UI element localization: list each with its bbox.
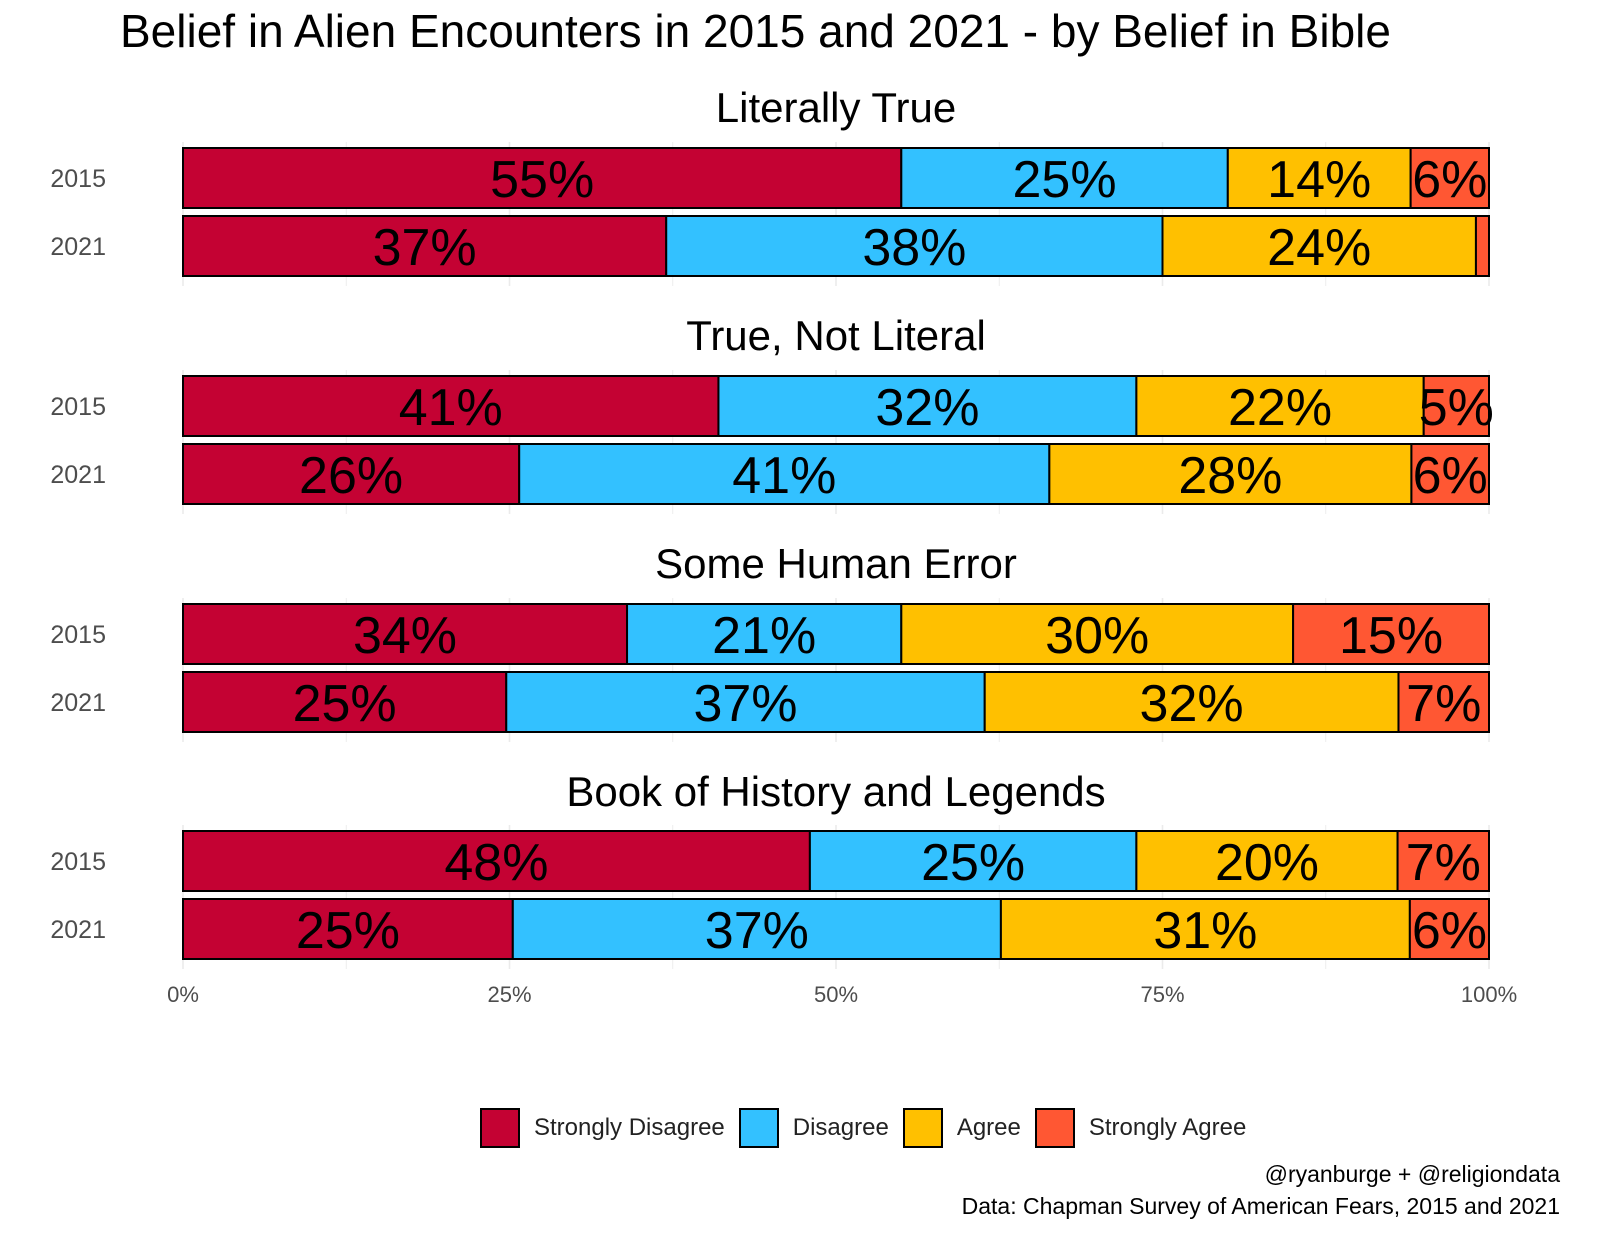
x-tick-label: 100%	[1461, 982, 1517, 1007]
facet-title: True, Not Literal	[686, 312, 986, 359]
bar-label: 6%	[1412, 902, 1487, 960]
bar-segment	[182, 375, 720, 437]
bar-segment	[1410, 443, 1491, 505]
bar-segment	[1474, 215, 1490, 277]
bar-label: 25%	[293, 675, 397, 733]
x-tick-label: 25%	[487, 982, 531, 1007]
bar-label: 25%	[1013, 151, 1117, 209]
bar-label: 6%	[1413, 447, 1488, 505]
bar-segment	[1422, 375, 1490, 437]
bar-segment	[1396, 830, 1490, 892]
bar-label: 6%	[1412, 151, 1487, 209]
bar-label: 28%	[1178, 447, 1282, 505]
bar-label: 14%	[1267, 151, 1371, 209]
bar-label: 31%	[1153, 902, 1257, 960]
bar-segment	[1397, 671, 1490, 733]
bar-label: 37%	[705, 902, 809, 960]
legend: Strongly Disagree Disagree Agree Strongl…	[480, 1108, 1260, 1148]
year-label: 2021	[50, 461, 106, 489]
facet-title: Literally True	[716, 84, 956, 131]
bar-label: 34%	[353, 607, 457, 665]
legend-swatch-agree	[902, 1108, 943, 1148]
year-label: 2015	[50, 165, 106, 193]
bar-segment	[1135, 830, 1399, 892]
bar-segment	[1161, 215, 1477, 277]
bar-segment	[808, 830, 1138, 892]
legend-label-agree: Agree	[956, 1114, 1021, 1141]
year-label: 2021	[50, 233, 106, 261]
bar-segment	[900, 603, 1295, 665]
year-label: 2021	[50, 916, 106, 944]
chart-title: Belief in Alien Encounters in 2015 and 2…	[120, 5, 1391, 57]
bar-label: 7%	[1406, 675, 1481, 733]
legend-item-strongly-disagree: Strongly Disagree	[480, 1108, 725, 1148]
legend-item-disagree: Disagree	[738, 1108, 889, 1148]
bar-segment	[1226, 147, 1412, 209]
bar-segment	[182, 147, 903, 209]
caption: @ryanburge + @religiondata Data: Chapman…	[962, 1158, 1560, 1222]
bar-label: 48%	[444, 834, 548, 892]
bar-segment	[983, 671, 1400, 733]
bar-label: 15%	[1339, 607, 1443, 665]
bar-segment	[518, 443, 1051, 505]
bar-segment	[717, 375, 1138, 437]
bar-label: 32%	[1140, 675, 1244, 733]
bar-segment	[182, 671, 508, 733]
legend-item-strongly-agree: Strongly Agree	[1034, 1108, 1247, 1148]
bar-label: 38%	[862, 219, 966, 277]
bar-label: 25%	[296, 902, 400, 960]
bar-label: 21%	[712, 607, 816, 665]
caption-credit: @ryanburge + @religiondata	[1264, 1161, 1560, 1187]
legend-label-strongly-disagree: Strongly Disagree	[534, 1114, 725, 1141]
legend-swatch-strongly-disagree	[480, 1108, 520, 1148]
year-label: 2021	[50, 689, 106, 717]
legend-label-disagree: Disagree	[792, 1114, 889, 1141]
bar-segment	[1409, 147, 1491, 209]
bar-label: 7%	[1406, 834, 1481, 892]
bar-label: 37%	[693, 675, 797, 733]
legend-label-strongly-agree: Strongly Agree	[1088, 1114, 1247, 1141]
bar-segment	[1135, 375, 1425, 437]
legend-swatch-strongly-agree	[1034, 1108, 1075, 1148]
bar-label: 41%	[399, 379, 503, 437]
legend-item-agree: Agree	[902, 1108, 1021, 1148]
bar-segment	[1408, 898, 1491, 960]
bar-label: 24%	[1267, 219, 1371, 277]
year-label: 2015	[50, 848, 106, 876]
bar-segment	[182, 215, 668, 277]
bar-label: 22%	[1228, 379, 1332, 437]
bar-segment	[1292, 603, 1490, 665]
bar-label: 55%	[490, 151, 594, 209]
facet-title: Book of History and Legends	[566, 768, 1105, 815]
legend-swatch-disagree	[738, 1108, 779, 1148]
bar-label: 25%	[921, 834, 1025, 892]
bar-label: 37%	[373, 219, 477, 277]
bar-label: 5%	[1419, 379, 1494, 437]
facet-title: Some Human Error	[655, 540, 1017, 587]
bar-segment	[182, 898, 514, 960]
bar-segment	[182, 603, 629, 665]
bar-segment	[182, 443, 521, 505]
bar-segment	[511, 898, 1002, 960]
bar-label: 41%	[732, 447, 836, 505]
x-tick-label: 75%	[1140, 982, 1184, 1007]
bar-label: 30%	[1045, 607, 1149, 665]
bar-label: 20%	[1215, 834, 1319, 892]
caption-source: Data: Chapman Survey of American Fears, …	[961, 1193, 1560, 1219]
year-label: 2015	[50, 621, 106, 649]
bar-segment	[999, 898, 1411, 960]
bar-segment	[1048, 443, 1413, 505]
year-label: 2015	[50, 393, 106, 421]
bar-label: 26%	[299, 447, 403, 505]
x-tick-label: 50%	[814, 982, 858, 1007]
x-tick-label: 0%	[167, 982, 199, 1007]
bar-label: 32%	[875, 379, 979, 437]
